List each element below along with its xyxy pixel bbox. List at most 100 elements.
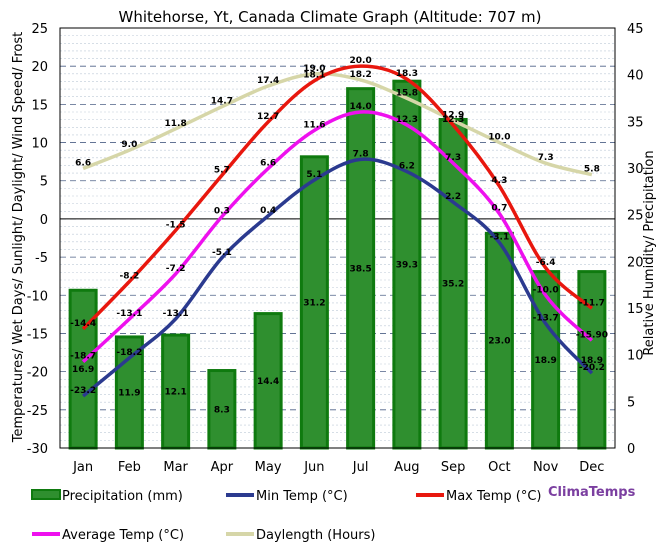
data-labels: 16.9 11.9 12.1 8.3 14.4 31.2 38.5 39.3 35.2 23.0 1… (70, 56, 608, 415)
precipitation-bars (68, 79, 607, 450)
y-tick-right: 15 (627, 302, 644, 317)
x-tick: Apr (211, 460, 234, 475)
y-axis-label-left: Temperatures/ Wet Days/ Sunlight/ Daylig… (11, 32, 26, 443)
x-tick: Dec (579, 460, 604, 475)
plot-frame (59, 27, 616, 449)
y-tick-right: 30 (627, 162, 644, 177)
y-tick-left: -15 (27, 327, 48, 342)
precipitation-bar (484, 231, 514, 450)
data-label: 10.0 (488, 133, 510, 143)
y-tick-right: 10 (627, 349, 644, 364)
x-tick: Mar (163, 460, 188, 475)
y-tick-left: 5 (40, 175, 48, 190)
plot-area (60, 28, 615, 448)
precipitation-bar (253, 312, 283, 450)
data-label: 16.9 (72, 365, 94, 375)
y-tick-left: 25 (31, 22, 48, 37)
y-tick-right: 0 (627, 442, 635, 457)
data-label: 18.3 (396, 69, 418, 79)
data-label: 0.3 (214, 207, 230, 217)
data-label: 7.3 (445, 153, 461, 163)
y-tick-left: 0 (40, 213, 48, 228)
data-label: 39.3 (396, 261, 418, 271)
series-lines (81, 64, 594, 398)
data-label: 5.7 (214, 165, 230, 175)
data-label: 18.9 (535, 356, 557, 366)
legend-swatch-precipitation (31, 489, 61, 500)
y-tick-right: 35 (627, 115, 644, 130)
data-label: -23.2 (70, 386, 96, 396)
x-tick: May (255, 460, 282, 475)
x-tick: Aug (394, 460, 419, 475)
average-temp-line (81, 110, 594, 363)
x-tick: Jun (303, 460, 324, 475)
data-label: 23.0 (488, 337, 510, 347)
data-label: 20.0 (350, 56, 372, 66)
data-label: -13.1 (116, 309, 142, 319)
data-label: 6.2 (399, 162, 415, 172)
data-label: -7.2 (166, 264, 186, 274)
min-temp-line (82, 157, 594, 398)
precipitation-bar (438, 117, 468, 450)
data-label: -20.2 (579, 363, 605, 373)
chart-title: Whitehorse, Yt, Canada Climate Graph (Al… (119, 8, 542, 26)
legend-label: Min Temp (°C) (256, 489, 348, 504)
y-axis-label-right: Relative Humidity/ Precipitation (642, 150, 657, 355)
data-label: 38.5 (350, 264, 372, 274)
data-label: -1.5 (166, 220, 186, 230)
data-label: 2.2 (445, 192, 461, 202)
data-label: 11.6 (303, 120, 325, 130)
precipitation-bar (346, 87, 376, 450)
data-label: 9.0 (121, 140, 137, 150)
legend: Precipitation (mm) Min Temp (°C) Max Temp … (31, 485, 636, 543)
y-tick-left: 20 (31, 60, 48, 75)
data-label: 12.3 (442, 115, 464, 125)
data-label: 14.7 (211, 97, 233, 107)
precipitation-bar (68, 288, 98, 450)
y-tick-right: 20 (627, 255, 644, 270)
data-label: 31.2 (303, 298, 325, 308)
y-tick-left: -5 (35, 251, 48, 266)
y-tick-right: 40 (627, 69, 644, 84)
y-tick-right: 5 (627, 395, 635, 410)
data-label: 4.3 (491, 176, 507, 186)
data-label: 7.3 (538, 153, 554, 163)
data-label: 14.0 (350, 102, 372, 112)
data-label: -6.4 (536, 258, 556, 268)
data-label: 18.9 (581, 356, 603, 366)
data-label: 6.6 (75, 159, 91, 169)
data-label: 12.9 (442, 110, 464, 120)
x-tick: Jul (352, 460, 369, 475)
y-tick-left: -30 (27, 442, 48, 457)
data-label: 35.2 (442, 280, 464, 290)
data-label: 19.0 (303, 64, 325, 74)
data-label: -18.2 (116, 348, 142, 358)
data-label: -13.7 (533, 314, 559, 324)
data-label: 17.4 (257, 76, 279, 86)
data-label: -18.7 (70, 352, 96, 362)
legend-label: Precipitation (mm) (62, 489, 183, 504)
data-label: 18.2 (350, 70, 372, 80)
y-tick-left: 15 (31, 98, 48, 113)
data-label: -10.0 (533, 285, 559, 295)
data-label: -13.1 (163, 309, 189, 319)
y-tick-left: 10 (31, 137, 48, 152)
data-label: -11.7 (579, 298, 605, 308)
data-label: 11.8 (165, 119, 187, 129)
data-label: 5.8 (584, 165, 600, 175)
y-tick-left: -25 (27, 404, 48, 419)
precipitation-bar (114, 335, 144, 450)
legend-label: Average Temp (°C) (62, 528, 184, 543)
precipitation-bar (207, 369, 237, 450)
data-label: 12.1 (165, 388, 187, 398)
data-label: -14.4 (70, 319, 96, 329)
data-label: 15.8 (396, 88, 418, 98)
legend-label: Max Temp (°C) (446, 489, 542, 504)
data-label: 8.3 (214, 405, 230, 415)
daylength-line (82, 71, 593, 177)
legend-label: Daylength (Hours) (256, 528, 375, 543)
data-label: 12.7 (257, 112, 279, 122)
data-label: 0.7 (491, 204, 507, 214)
data-label: -15.90 (576, 330, 608, 340)
